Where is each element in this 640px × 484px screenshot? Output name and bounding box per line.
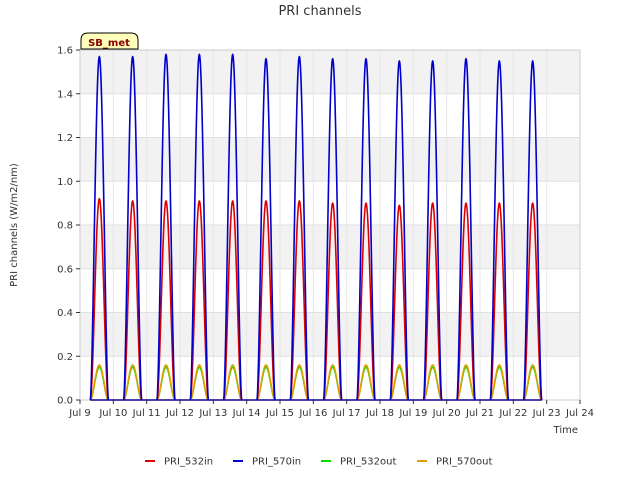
y-tick-label: 0.0 (57, 396, 73, 407)
x-tick-label: Jul 10 (98, 408, 127, 419)
x-axis-ticks: Jul 9 Jul 10 Jul 11 Jul 12 Jul 13 Jul 14 Jul 1… (68, 400, 594, 419)
series-line-PRI_570in (89, 53, 543, 401)
x-tick-label: Jul 19 (398, 408, 427, 419)
x-tick-label: Jul 22 (498, 408, 527, 419)
y-tick-label: 0.2 (57, 352, 73, 363)
series-line-PRI_532in (89, 197, 543, 401)
y-tick-label: 0.4 (57, 308, 73, 319)
x-tick-label: Jul 17 (332, 408, 361, 419)
y-tick-label: 1.4 (57, 89, 73, 100)
site-badge: SB_met (80, 32, 139, 50)
y-tick-label: 1.2 (57, 133, 73, 144)
x-tick-label: Jul 24 (565, 408, 594, 419)
legend-label-PRI_570in: PRI_570in (252, 457, 301, 468)
legend-label-PRI_570out: PRI_570out (436, 457, 492, 468)
x-axis-label: Time (553, 425, 578, 436)
x-tick-label: Jul 16 (298, 408, 327, 419)
x-tick-label: Jul 20 (432, 408, 461, 419)
x-tick-label: Jul 21 (465, 408, 494, 419)
background-band (80, 312, 580, 357)
x-tick-label: Jul 12 (165, 408, 194, 419)
x-tick-label: Jul 18 (365, 408, 394, 419)
series-layer (89, 53, 543, 401)
x-tick-label: Jul 13 (198, 408, 227, 419)
y-tick-label: 0.6 (57, 264, 73, 275)
x-tick-label: Jul 23 (532, 408, 561, 419)
y-tick-label: 0.8 (57, 221, 73, 232)
x-tick-label: Jul 15 (265, 408, 294, 419)
legend-label-PRI_532out: PRI_532out (340, 457, 396, 468)
chart-title: PRI channels (278, 4, 361, 19)
y-axis-ticks: 0.0 0.2 0.4 0.6 0.8 1.0 1.2 1.4 1.6 (57, 46, 80, 407)
x-tick-label: Jul 14 (232, 408, 261, 419)
site-badge-box (80, 32, 139, 50)
legend: PRI_532in PRI_570in PRI_532out PRI_570out (145, 457, 492, 468)
series-line-PRI_570out (89, 364, 543, 401)
x-tick-label: Jul 9 (68, 408, 91, 419)
x-tick-label: Jul 11 (132, 408, 161, 419)
series-line-PRI_532out (89, 366, 543, 401)
y-axis-label: PRI channels (W/m2/nm) (9, 163, 20, 287)
y-tick-label: 1.0 (57, 177, 73, 188)
legend-label-PRI_532in: PRI_532in (164, 457, 213, 468)
y-tick-label: 1.6 (57, 46, 73, 57)
site-badge-label: SB_met (88, 38, 130, 49)
